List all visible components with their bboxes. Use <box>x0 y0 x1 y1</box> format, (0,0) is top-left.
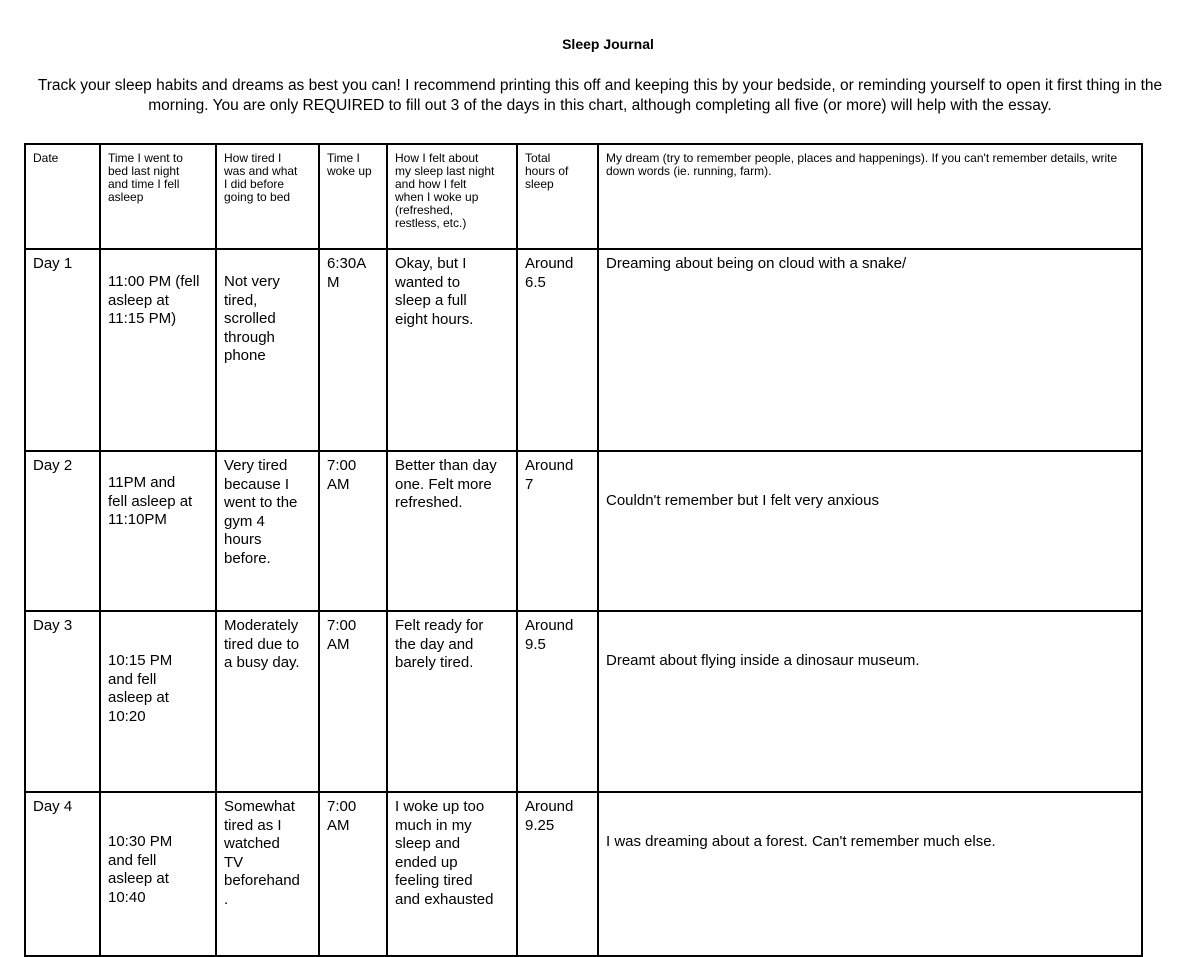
header-wake-time: Time I woke up <box>318 143 388 250</box>
cell-dream: Dreaming about being on cloud with a sna… <box>597 248 1143 452</box>
header-total-hours: Total hours of sleep <box>516 143 599 250</box>
cell-feeling: Felt ready for the day and barely tired. <box>386 610 518 793</box>
sleep-journal-table: Date Time I went to bed last night and t… <box>24 143 1143 957</box>
cell-date: Day 3 <box>24 610 101 793</box>
table-row: Day 1 11:00 PM (fell asleep at 11:15 PM)… <box>24 248 1143 452</box>
cell-feeling: I woke up too much in my sleep and ended… <box>386 791 518 957</box>
cell-tiredness: Moderately tired due to a busy day. <box>215 610 320 793</box>
cell-dream: Couldn't remember but I felt very anxiou… <box>597 450 1143 612</box>
cell-feeling: Okay, but I wanted to sleep a full eight… <box>386 248 518 452</box>
cell-bedtime: 11PM and fell asleep at 11:10PM <box>99 450 217 612</box>
cell-date: Day 4 <box>24 791 101 957</box>
header-dream: My dream (try to remember people, places… <box>597 143 1143 250</box>
cell-date: Day 2 <box>24 450 101 612</box>
cell-wake-time: 7:00 AM <box>318 610 388 793</box>
header-tiredness: How tired I was and what I did before go… <box>215 143 320 250</box>
cell-total-hours: Around 9.5 <box>516 610 599 793</box>
cell-dream: I was dreaming about a forest. Can't rem… <box>597 791 1143 957</box>
cell-bedtime: 10:15 PM and fell asleep at 10:20 <box>99 610 217 793</box>
table-row: Day 4 10:30 PM and fell asleep at 10:40 … <box>24 791 1143 957</box>
cell-bedtime: 11:00 PM (fell asleep at 11:15 PM) <box>99 248 217 452</box>
cell-total-hours: Around 6.5 <box>516 248 599 452</box>
cell-dream: Dreamt about flying inside a dinosaur mu… <box>597 610 1143 793</box>
cell-date: Day 1 <box>24 248 101 452</box>
cell-feeling: Better than day one. Felt more refreshed… <box>386 450 518 612</box>
cell-tiredness: Not very tired, scrolled through phone <box>215 248 320 452</box>
page-title: Sleep Journal <box>562 36 654 52</box>
cell-tiredness: Very tired because I went to the gym 4 h… <box>215 450 320 612</box>
cell-wake-time: 6:30A M <box>318 248 388 452</box>
cell-total-hours: Around 7 <box>516 450 599 612</box>
cell-bedtime: 10:30 PM and fell asleep at 10:40 <box>99 791 217 957</box>
cell-total-hours: Around 9.25 <box>516 791 599 957</box>
cell-tiredness: Somewhat tired as I watched TV beforehan… <box>215 791 320 957</box>
header-row: Date Time I went to bed last night and t… <box>24 143 1143 250</box>
cell-wake-time: 7:00 AM <box>318 791 388 957</box>
table-row: Day 3 10:15 PM and fell asleep at 10:20 … <box>24 610 1143 793</box>
table-row: Day 2 11PM and fell asleep at 11:10PM Ve… <box>24 450 1143 612</box>
intro-text: Track your sleep habits and dreams as be… <box>37 77 1163 114</box>
header-bedtime: Time I went to bed last night and time I… <box>99 143 217 250</box>
header-date: Date <box>24 143 101 250</box>
header-feeling: How I felt about my sleep last night and… <box>386 143 518 250</box>
cell-wake-time: 7:00 AM <box>318 450 388 612</box>
